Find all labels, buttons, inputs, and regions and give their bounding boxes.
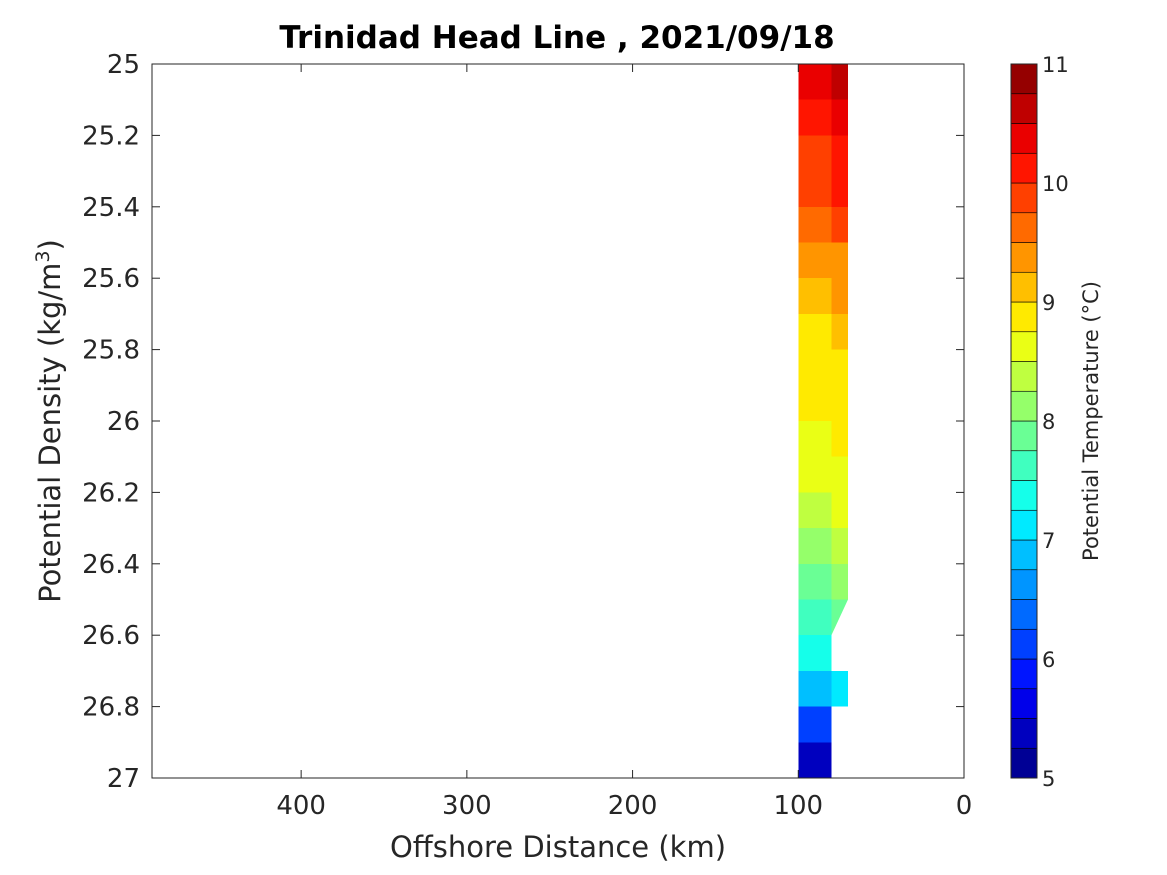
colorbar-tick-label: 6 [1042,648,1055,672]
section-cell [798,278,832,314]
section-cell [831,670,848,707]
y-axis-label-sup: 3 [32,250,54,262]
colorbar: 5 6 7 8 9 10 11 [1010,53,1069,791]
colorbar-swatch [1010,480,1038,511]
colorbar-swatch [1010,688,1038,719]
section-cell [831,171,848,207]
colorbar-swatch [1010,569,1038,600]
section-cell [798,64,832,100]
x-axis-label: Offshore Distance (km) [390,830,726,864]
section-cell [831,135,848,172]
section-cell [798,742,832,778]
colorbar-swatch [1010,242,1038,273]
section-cell [831,563,848,600]
section-cell [798,492,832,529]
colorbar-frame [1010,63,1038,779]
x-axis: 400 300 200 100 0 [276,64,972,821]
section-cell [798,563,832,600]
section-cell [831,64,848,100]
section-cell [831,99,848,136]
section-cell [831,492,848,529]
y-tick-label: 25.4 [82,193,140,223]
colorbar-tick-label: 5 [1042,767,1055,791]
colorbar-swatch [1010,450,1038,481]
y-axis-label: Potential Density (kg/m3) [32,239,67,603]
colorbar-swatch [1010,63,1038,95]
section-cell [831,456,848,493]
colorbar-swatch [1010,390,1038,422]
section-cell [831,278,848,314]
y-tick-label: 26.2 [82,478,140,508]
colorbar-swatch [1010,747,1038,779]
colorbar-swatch [1010,271,1038,303]
section-cell [798,670,832,707]
colorbar-tick-label: 7 [1042,529,1055,553]
section-cell [798,349,832,386]
section-cell [798,313,832,350]
section-cell [798,385,832,421]
colorbar-swatch [1010,628,1038,660]
section-cell [798,171,832,207]
section-cell [798,206,832,243]
section-cell [831,313,848,350]
plot-area [798,64,848,778]
x-tick-label: 100 [773,791,823,821]
section-cell [831,242,848,279]
y-tick-label: 26.8 [82,693,140,723]
colorbar-tick-label: 11 [1042,53,1069,77]
y-tick-label: 25.6 [82,264,140,294]
section-cell [798,635,832,671]
section-cell [798,456,832,493]
y-tick-label: 25.2 [82,121,140,151]
y-tick-label: 26.4 [82,550,140,580]
y-tick-label: 26.6 [82,621,140,651]
colorbar-tick-label: 8 [1042,410,1055,434]
section-cell [831,528,848,564]
section-cell [798,528,832,564]
x-tick-label: 200 [608,791,658,821]
chart-title: Trinidad Head Line , 2021/09/18 [279,20,834,56]
y-tick-label: 25.8 [82,336,140,366]
colorbar-swatch [1010,658,1038,690]
colorbar-swatch [1010,361,1038,392]
colorbar-swatch [1010,539,1038,571]
colorbar-swatch [1010,301,1038,333]
colorbar-swatch [1010,93,1038,124]
colorbar-swatch [1010,182,1038,214]
section-cell [798,242,832,279]
colorbar-swatch [1010,599,1038,630]
colorbar-tick-label: 9 [1042,291,1055,315]
section-cell [831,206,848,243]
colorbar-swatch [1010,718,1038,749]
section-cell [798,421,832,457]
y-tick-label: 26 [107,407,140,437]
y-axis-label-end: ) [33,239,67,250]
y-tick-label: 27 [107,764,140,794]
section-cell [798,706,832,743]
colorbar-swatch [1010,152,1038,184]
y-axis-label-main: Potential Density (kg/m [33,263,67,603]
x-tick-label: 0 [956,791,973,821]
x-tick-label: 400 [276,791,326,821]
colorbar-swatch [1010,509,1038,541]
colorbar-swatch [1010,331,1038,362]
x-tick-label: 300 [442,791,492,821]
colorbar-swatch [1010,420,1038,452]
section-cell [831,349,848,386]
section-mask [831,599,848,636]
colorbar-swatch [1010,212,1038,243]
section-cell [831,421,848,457]
section-cell [831,385,848,421]
y-tick-label: 25 [107,50,140,80]
colorbar-swatch [1010,123,1038,154]
section-cell [798,99,832,136]
section-cell [798,599,832,636]
section-cell [798,135,832,172]
colorbar-tick-label: 10 [1042,172,1069,196]
colorbar-label: Potential Temperature (°C) [1079,281,1103,561]
y-axis: 25 25.2 25.4 25.6 25.8 26 26.2 26.4 26.6 26.8 27 [82,50,964,794]
